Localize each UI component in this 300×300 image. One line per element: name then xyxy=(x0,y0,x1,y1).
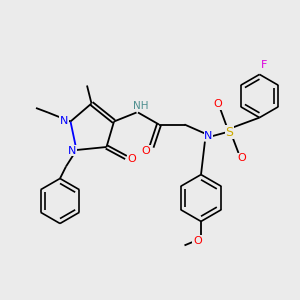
Text: S: S xyxy=(226,125,233,139)
Text: NH: NH xyxy=(133,100,149,111)
Text: O: O xyxy=(213,99,222,109)
Text: N: N xyxy=(60,116,68,126)
Text: O: O xyxy=(142,146,151,156)
Text: F: F xyxy=(261,60,267,70)
Text: O: O xyxy=(237,153,246,164)
Text: N: N xyxy=(204,130,213,141)
Text: O: O xyxy=(128,154,136,164)
Text: N: N xyxy=(68,146,76,156)
Text: O: O xyxy=(193,236,202,247)
